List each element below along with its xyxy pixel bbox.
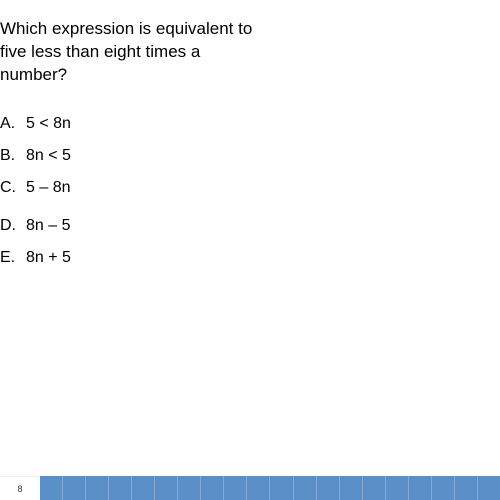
- choice-text: 8n + 5: [26, 249, 71, 267]
- choices-list: A. 5 < 8n B. 8n < 5 C. 5 – 8n D. 8n – 5 …: [0, 115, 500, 267]
- choice-text: 5 – 8n: [26, 179, 70, 197]
- choice-d[interactable]: D. 8n – 5: [0, 217, 500, 235]
- page-number: 8: [0, 476, 40, 500]
- choice-letter: D.: [0, 217, 16, 235]
- progress-tick[interactable]: [155, 476, 178, 500]
- progress-tick[interactable]: [109, 476, 132, 500]
- question-line-2: five less than eight times a: [0, 41, 500, 64]
- player-bar: 8: [0, 476, 500, 500]
- question-line-1: Which expression is equivalent to: [0, 18, 500, 41]
- progress-tick[interactable]: [86, 476, 109, 500]
- choice-a[interactable]: A. 5 < 8n: [0, 115, 500, 133]
- progress-tick[interactable]: [409, 476, 432, 500]
- progress-tick[interactable]: [294, 476, 317, 500]
- progress-tick[interactable]: [386, 476, 409, 500]
- choice-letter: C.: [0, 179, 16, 197]
- choice-letter: E.: [0, 249, 16, 267]
- progress-tick[interactable]: [63, 476, 86, 500]
- progress-tick[interactable]: [478, 476, 500, 500]
- progress-tick[interactable]: [455, 476, 478, 500]
- choice-e[interactable]: E. 8n + 5: [0, 249, 500, 267]
- question-line-3: number?: [0, 64, 500, 87]
- question-block: Which expression is equivalent to five l…: [0, 0, 500, 267]
- choice-c[interactable]: C. 5 – 8n: [0, 179, 500, 197]
- progress-tick[interactable]: [317, 476, 340, 500]
- progress-tick[interactable]: [363, 476, 386, 500]
- question-text: Which expression is equivalent to five l…: [0, 18, 500, 87]
- choice-text: 8n – 5: [26, 217, 70, 235]
- choice-b[interactable]: B. 8n < 5: [0, 147, 500, 165]
- progress-tick[interactable]: [432, 476, 455, 500]
- choice-text: 5 < 8n: [26, 115, 71, 133]
- progress-tick[interactable]: [178, 476, 201, 500]
- progress-tick[interactable]: [40, 476, 63, 500]
- choice-text: 8n < 5: [26, 147, 71, 165]
- progress-tick[interactable]: [270, 476, 293, 500]
- progress-tick[interactable]: [340, 476, 363, 500]
- progress-tick[interactable]: [201, 476, 224, 500]
- choice-letter: A.: [0, 115, 16, 133]
- progress-tick[interactable]: [132, 476, 155, 500]
- choice-letter: B.: [0, 147, 16, 165]
- progress-tick[interactable]: [247, 476, 270, 500]
- progress-track[interactable]: [40, 476, 500, 500]
- progress-tick[interactable]: [224, 476, 247, 500]
